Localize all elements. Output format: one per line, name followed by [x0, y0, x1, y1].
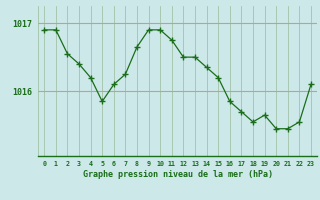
X-axis label: Graphe pression niveau de la mer (hPa): Graphe pression niveau de la mer (hPa) — [83, 170, 273, 179]
